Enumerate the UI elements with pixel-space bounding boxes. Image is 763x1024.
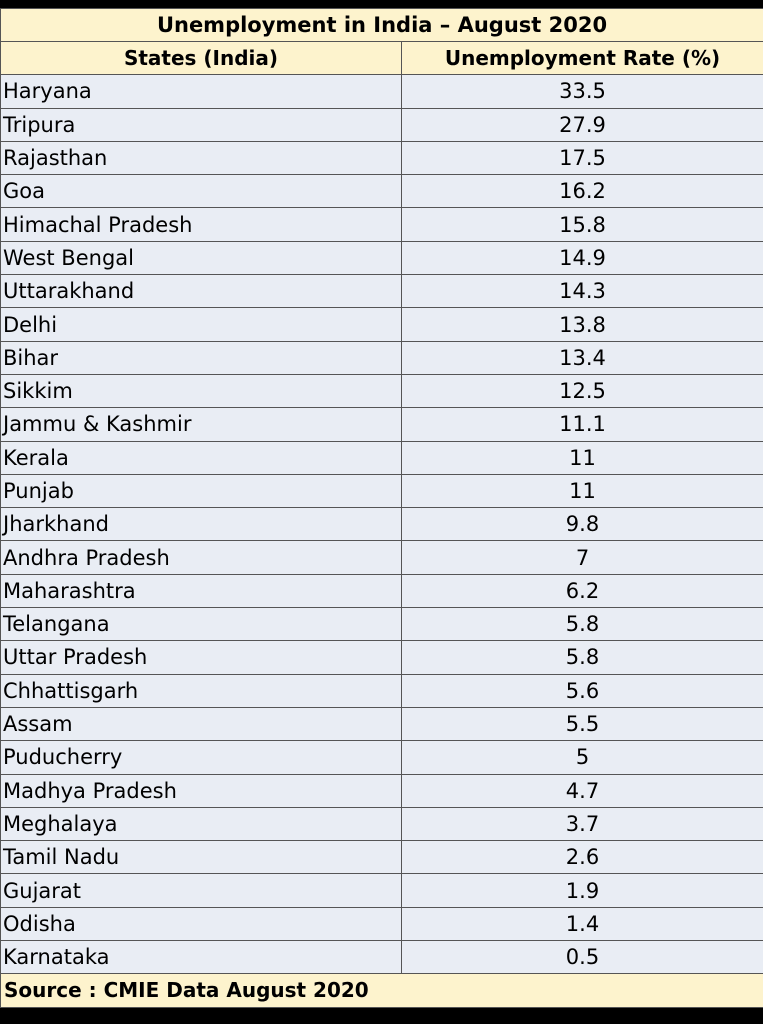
rate-cell: 6.2 (400, 573, 763, 609)
state-cell: Punjab (0, 473, 402, 509)
state-cell: Bihar (0, 340, 402, 375)
table-row: Haryana 33.5 (0, 74, 763, 109)
table-row: Rajasthan 17.5 (0, 140, 763, 176)
table-row: Assam 5.5 (0, 706, 763, 742)
rate-cell: 11 (400, 473, 763, 509)
table-row: Karnataka 0.5 (0, 940, 763, 975)
state-cell: Jammu & Kashmir (0, 407, 402, 442)
rate-cell: 5.5 (400, 706, 763, 742)
state-cell: West Bengal (0, 240, 402, 276)
table-row: Sikkim 12.5 (0, 373, 763, 409)
state-cell: Delhi (0, 307, 402, 342)
unemployment-table-sheet: Unemployment in India – August 2020 Stat… (0, 8, 763, 1008)
state-cell: Telangana (0, 607, 402, 642)
rate-cell: 1.4 (400, 906, 763, 942)
unemployment-table: Unemployment in India – August 2020 Stat… (0, 8, 763, 1008)
table-row: Madhya Pradesh 4.7 (0, 773, 763, 808)
rate-cell: 5.8 (400, 607, 763, 642)
rate-cell: 16.2 (400, 174, 763, 209)
state-cell: Haryana (0, 74, 402, 109)
rate-cell: 15.8 (400, 207, 763, 242)
state-cell: Tamil Nadu (0, 840, 402, 875)
table-header-row: States (India) Unemployment Rate (%) (0, 40, 763, 76)
state-cell: Puducherry (0, 740, 402, 775)
state-cell: Uttarakhand (0, 274, 402, 309)
table-row: Jammu & Kashmir 11.1 (0, 407, 763, 442)
state-cell: Himachal Pradesh (0, 207, 402, 242)
rate-cell: 1.9 (400, 873, 763, 908)
table-title-row: Unemployment in India – August 2020 (0, 8, 763, 42)
table-row: Andhra Pradesh 7 (0, 540, 763, 575)
state-cell: Andhra Pradesh (0, 540, 402, 575)
table-row: Delhi 13.8 (0, 307, 763, 342)
rate-cell: 33.5 (400, 74, 763, 109)
rate-cell: 0.5 (400, 940, 763, 975)
state-cell: Tripura (0, 107, 402, 142)
state-cell: Chhattisgarh (0, 673, 402, 708)
rate-cell: 13.4 (400, 340, 763, 375)
state-cell: Meghalaya (0, 806, 402, 842)
state-cell: Jharkhand (0, 507, 402, 542)
table-row: Tamil Nadu 2.6 (0, 840, 763, 875)
table-row: Meghalaya 3.7 (0, 806, 763, 842)
rate-cell: 3.7 (400, 806, 763, 842)
table-row: Punjab 11 (0, 473, 763, 509)
state-cell: Sikkim (0, 373, 402, 409)
table-row: Chhattisgarh 5.6 (0, 673, 763, 708)
table-row: Kerala 11 (0, 440, 763, 475)
rate-cell: 5.8 (400, 640, 763, 675)
table-row: Tripura 27.9 (0, 107, 763, 142)
rate-cell: 17.5 (400, 140, 763, 176)
rate-cell: 14.3 (400, 274, 763, 309)
rate-cell: 2.6 (400, 840, 763, 875)
rate-cell: 11.1 (400, 407, 763, 442)
rate-cell: 14.9 (400, 240, 763, 276)
state-cell: Maharashtra (0, 573, 402, 609)
header-states: States (India) (0, 40, 402, 76)
table-row: Telangana 5.8 (0, 607, 763, 642)
table-row: West Bengal 14.9 (0, 240, 763, 276)
source-note: Source : CMIE Data August 2020 (0, 973, 763, 1008)
rate-cell: 12.5 (400, 373, 763, 409)
table-row: Uttar Pradesh 5.8 (0, 640, 763, 675)
rate-cell: 7 (400, 540, 763, 575)
rate-cell: 4.7 (400, 773, 763, 808)
rate-cell: 5 (400, 740, 763, 775)
rate-cell: 5.6 (400, 673, 763, 708)
table-row: Odisha 1.4 (0, 906, 763, 942)
table-body: Haryana 33.5 Tripura 27.9 Rajasthan 17.5 Goa 16… (0, 74, 763, 975)
table-row: Maharashtra 6.2 (0, 573, 763, 609)
table-row: Uttarakhand 14.3 (0, 274, 763, 309)
state-cell: Rajasthan (0, 140, 402, 176)
state-cell: Madhya Pradesh (0, 773, 402, 808)
state-cell: Odisha (0, 906, 402, 942)
table-row: Himachal Pradesh 15.8 (0, 207, 763, 242)
table-row: Gujarat 1.9 (0, 873, 763, 908)
state-cell: Assam (0, 706, 402, 742)
rate-cell: 13.8 (400, 307, 763, 342)
state-cell: Karnataka (0, 940, 402, 975)
header-unemployment-rate: Unemployment Rate (%) (400, 40, 763, 76)
state-cell: Goa (0, 174, 402, 209)
table-row: Puducherry 5 (0, 740, 763, 775)
source-row: Source : CMIE Data August 2020 (0, 973, 763, 1008)
rate-cell: 27.9 (400, 107, 763, 142)
rate-cell: 11 (400, 440, 763, 475)
table-title: Unemployment in India – August 2020 (0, 8, 763, 42)
table-row: Jharkhand 9.8 (0, 507, 763, 542)
state-cell: Uttar Pradesh (0, 640, 402, 675)
state-cell: Kerala (0, 440, 402, 475)
rate-cell: 9.8 (400, 507, 763, 542)
state-cell: Gujarat (0, 873, 402, 908)
table-row: Bihar 13.4 (0, 340, 763, 375)
table-row: Goa 16.2 (0, 174, 763, 209)
